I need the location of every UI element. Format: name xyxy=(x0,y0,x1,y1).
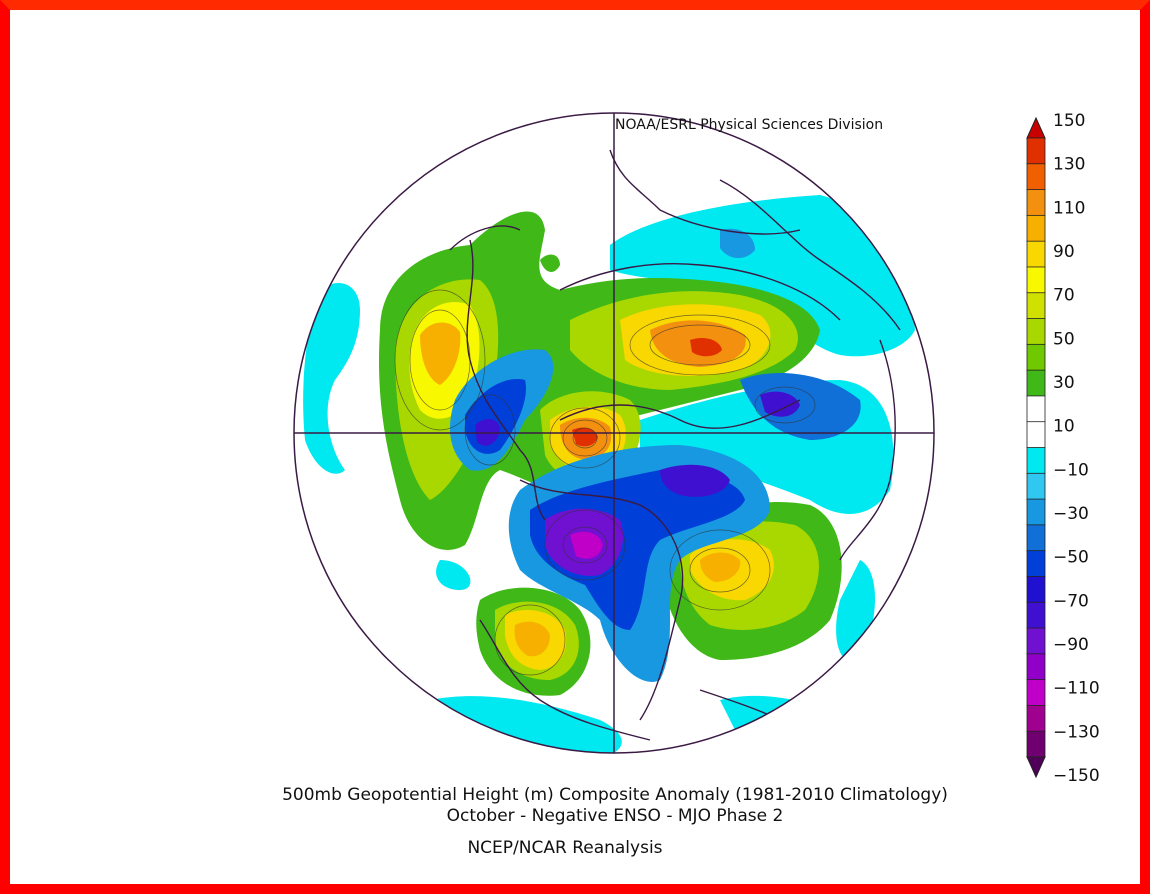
colorbar-top-arrow xyxy=(1026,116,1046,139)
colorbar-swatch xyxy=(1026,524,1046,552)
contour-lines xyxy=(394,289,816,676)
map-boundary xyxy=(293,112,935,754)
colorbar-label: −50 xyxy=(1053,548,1089,568)
colorbar-label: 110 xyxy=(1053,198,1085,218)
colorbar-label: 90 xyxy=(1053,242,1075,262)
colorbar-label: −130 xyxy=(1053,722,1100,742)
colorbar-label: −10 xyxy=(1053,460,1089,480)
colorbar-swatch xyxy=(1026,576,1046,604)
colorbar-swatch xyxy=(1026,653,1046,681)
colorbar-label: −150 xyxy=(1053,766,1100,786)
colorbar-swatch xyxy=(1026,472,1046,500)
colorbar-label: 50 xyxy=(1053,329,1075,349)
colorbar-swatch xyxy=(1026,163,1046,191)
colorbar-swatch xyxy=(1026,601,1046,629)
colorbar-label: 30 xyxy=(1053,373,1075,393)
colorbar-swatch xyxy=(1026,498,1046,526)
colorbar-swatch xyxy=(1026,705,1046,733)
colorbar-swatch xyxy=(1026,730,1046,758)
title-line-2: October - Negative ENSO - MJO Phase 2 xyxy=(446,806,784,826)
colorbar-swatch xyxy=(1026,318,1046,346)
colorbar-label: −110 xyxy=(1053,679,1100,699)
colorbar-swatch xyxy=(1026,240,1046,268)
colorbar-swatch xyxy=(1026,189,1046,217)
colorbar-swatch xyxy=(1026,679,1046,707)
colorbar-label: 10 xyxy=(1053,417,1075,437)
source-credit: NCEP/NCAR Reanalysis xyxy=(467,838,663,858)
title-line-1: 500mb Geopotential Height (m) Composite … xyxy=(282,785,948,805)
division-label: NOAA/ESRL Physical Sciences Division xyxy=(615,117,884,133)
figure-title: 500mb Geopotential Height (m) Composite … xyxy=(0,785,1150,827)
colorbar-swatch xyxy=(1026,266,1046,294)
colorbar-swatch xyxy=(1026,137,1046,165)
colorbar-swatch xyxy=(1026,369,1046,397)
colorbar-swatch xyxy=(1026,447,1046,475)
colorbar-swatch xyxy=(1026,343,1046,372)
colorbar: 150 130 110 90 70 50 30 10 −10 −30 −50 −70 −90 −110 −1… xyxy=(1026,111,1100,786)
meridians xyxy=(294,113,934,753)
colorbar-swatch xyxy=(1026,214,1046,243)
colorbar-swatch xyxy=(1026,627,1046,655)
colorbar-bottom-arrow xyxy=(1026,756,1046,779)
colorbar-label: 70 xyxy=(1053,286,1075,306)
colorbar-swatch xyxy=(1026,395,1046,423)
colorbar-swatch xyxy=(1026,421,1046,449)
colorbar-label: 130 xyxy=(1053,155,1085,175)
colorbar-label: −70 xyxy=(1053,591,1089,611)
colorbar-swatch xyxy=(1026,292,1046,320)
polar-map xyxy=(294,113,934,753)
colorbar-label: −30 xyxy=(1053,504,1089,524)
colorbar-label: −90 xyxy=(1053,635,1089,655)
colorbar-label: 150 xyxy=(1053,111,1085,131)
colorbar-swatch xyxy=(1026,550,1046,578)
